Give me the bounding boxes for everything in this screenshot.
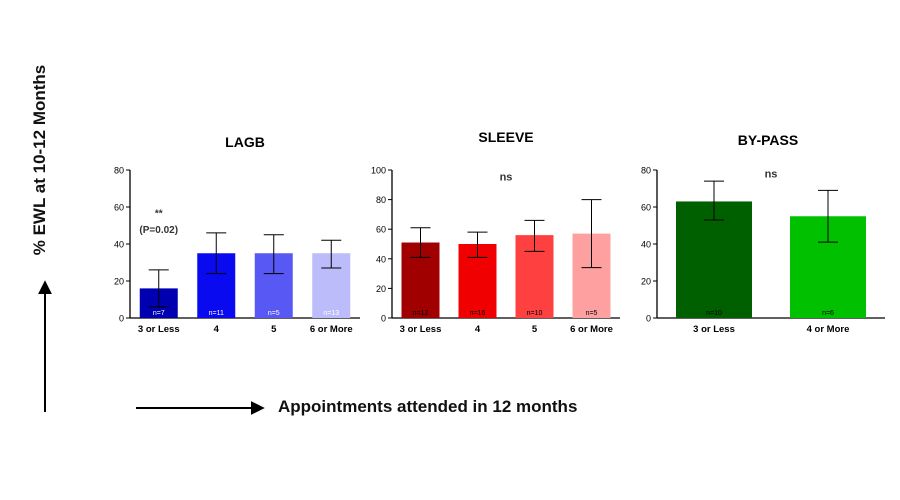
chart-2-y-tick-label: 0 (381, 314, 386, 324)
chart-2-y-tick-label: 40 (376, 254, 386, 264)
chart-2-y-tick-label: 80 (376, 195, 386, 205)
chart-2-annotation: ns (500, 171, 513, 183)
chart-1-x-tick-label: 6 or More (310, 324, 353, 335)
chart-3-x-tick-label: 3 or Less (693, 324, 735, 335)
chart-2-y-tick-label: 20 (376, 284, 386, 294)
chart-2-x-tick-label: 3 or Less (400, 324, 442, 335)
chart-2-n-label: n=5 (586, 310, 598, 317)
chart-2-x-tick-label: 4 (475, 324, 481, 335)
chart-1-y-tick-label: 80 (114, 166, 124, 176)
chart-2-y-tick-label: 100 (371, 166, 386, 176)
chart-1-n-label: n=7 (153, 310, 165, 317)
chart-3-y-tick-label: 20 (641, 277, 651, 287)
chart-2-x-tick-label: 5 (532, 324, 538, 335)
chart-3-annotation: ns (765, 168, 778, 180)
chart-1-annotation: ** (155, 208, 163, 219)
chart-3-title: BY-PASS (738, 132, 798, 148)
chart-1-annotation: (P=0.02) (139, 225, 178, 236)
chart-3-y-tick-label: 40 (641, 240, 651, 250)
chart-2-n-label: n=16 (470, 310, 486, 317)
x-axis-title: Appointments attended in 12 months (278, 397, 578, 416)
chart-2-n-label: n=10 (527, 310, 543, 317)
chart-1-y-tick-label: 20 (114, 277, 124, 287)
chart-1-x-tick-label: 5 (271, 324, 277, 335)
chart-3-y-tick-label: 60 (641, 203, 651, 213)
chart-3-n-label: n=6 (822, 310, 834, 317)
chart-3-y-tick-label: 80 (641, 166, 651, 176)
chart-2-x-tick-label: 6 or More (570, 324, 613, 335)
chart-1-y-tick-label: 0 (119, 314, 124, 324)
chart-2-y-tick-label: 60 (376, 225, 386, 235)
chart-1-title: LAGB (225, 134, 265, 150)
chart-3-n-label: n=10 (706, 310, 722, 317)
chart-1-x-tick-label: 3 or Less (138, 324, 180, 335)
chart-1-n-label: n=5 (268, 310, 280, 317)
chart-2-n-label: n=12 (413, 310, 429, 317)
chart-1-x-tick-label: 4 (214, 324, 220, 335)
chart-3-x-tick-label: 4 or More (807, 324, 850, 335)
chart-2-title: SLEEVE (478, 129, 533, 145)
chart-1-y-tick-label: 60 (114, 203, 124, 213)
chart-1-y-tick-label: 40 (114, 240, 124, 250)
chart-3-y-tick-label: 0 (646, 314, 651, 324)
chart-1-n-label: n=13 (323, 310, 339, 317)
chart-3-bar (676, 201, 752, 318)
chart-1-n-label: n=11 (209, 310, 224, 317)
